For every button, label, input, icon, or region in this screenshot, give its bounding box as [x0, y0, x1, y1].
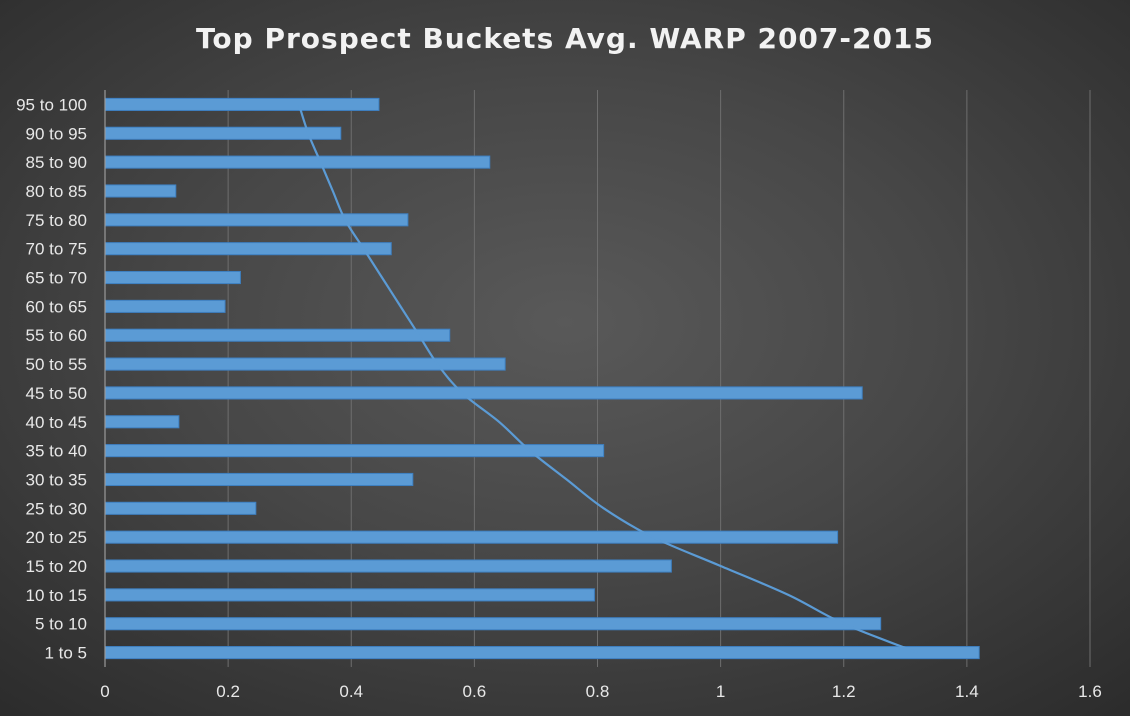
category-label: 75 to 80: [26, 211, 87, 230]
x-tick-label: 1.6: [1078, 682, 1102, 701]
bar: [104, 501, 257, 515]
category-label: 60 to 65: [26, 297, 87, 316]
bars: [104, 97, 980, 660]
bar: [104, 530, 839, 544]
bar: [104, 126, 342, 140]
grid-lines: [227, 90, 1091, 667]
x-tick-label: 0.6: [463, 682, 487, 701]
category-label: 15 to 20: [26, 557, 87, 576]
category-label: 80 to 85: [26, 182, 87, 201]
category-label: 70 to 75: [26, 240, 87, 259]
category-label: 10 to 15: [26, 586, 87, 605]
bar: [104, 559, 672, 573]
category-label: 30 to 35: [26, 470, 87, 489]
bar: [104, 588, 595, 602]
category-label: 55 to 60: [26, 326, 87, 345]
bar: [104, 472, 414, 487]
bar: [104, 242, 392, 256]
bar: [104, 184, 177, 198]
category-label: 35 to 40: [26, 442, 87, 461]
x-tick-label: 1: [716, 682, 725, 701]
bar: [104, 386, 863, 400]
category-label: 40 to 45: [26, 413, 87, 432]
bar: [104, 97, 380, 111]
category-label: 5 to 10: [35, 615, 87, 634]
category-label: 90 to 95: [26, 124, 87, 143]
x-tick-label: 0.4: [339, 682, 363, 701]
bar: [104, 270, 241, 285]
x-tick-label: 0: [100, 682, 109, 701]
x-tick-labels: 0 0.2 0.4 0.6 0.8 1 1.2 1.4 1.6: [100, 682, 1102, 701]
category-labels: 1 to 5 5 to 10 10 to 15 15 to 20 20 to 25 25 …: [16, 95, 87, 662]
category-label: 25 to 30: [26, 499, 87, 518]
bar: [104, 155, 491, 169]
x-tick-label: 1.2: [832, 682, 856, 701]
bar: [104, 617, 882, 631]
category-label: 95 to 100: [16, 95, 87, 114]
x-tick-label: 0.2: [216, 682, 240, 701]
category-label: 50 to 55: [26, 355, 87, 374]
category-label: 1 to 5: [44, 644, 87, 663]
trendline-curve: [297, 104, 918, 654]
bar: [104, 415, 180, 429]
bar: [104, 299, 226, 313]
bar: [104, 646, 980, 660]
x-tick-label: 0.8: [586, 682, 610, 701]
category-label: 45 to 50: [26, 384, 87, 403]
trendline: [297, 104, 918, 654]
bar: [104, 213, 409, 227]
category-label: 20 to 25: [26, 528, 87, 547]
category-label: 85 to 90: [26, 153, 87, 172]
chart-title: Top Prospect Buckets Avg. WARP 2007-2015: [196, 22, 934, 55]
bar: [104, 357, 506, 371]
x-tick-label: 1.4: [955, 682, 979, 701]
category-label: 65 to 70: [26, 269, 87, 288]
bar: [104, 328, 451, 342]
